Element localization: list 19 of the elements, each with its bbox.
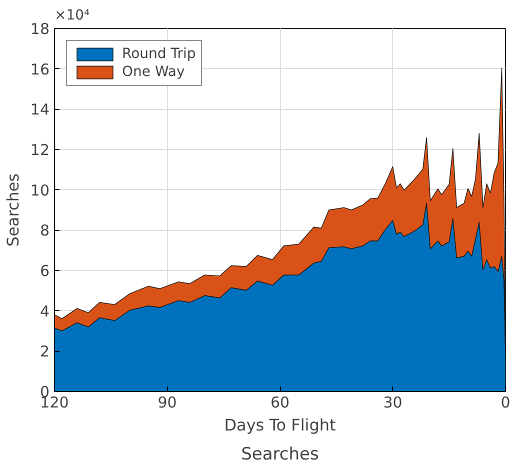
x-tick-label: 90 — [158, 394, 177, 412]
y-tick-label: 12 — [30, 141, 50, 159]
x-axis-title: Days To Flight — [224, 416, 336, 434]
y-tick-label: 18 — [30, 20, 50, 38]
y-tick-label: 10 — [30, 181, 50, 200]
x-tick-label: 60 — [270, 394, 290, 412]
x-tick-label: 30 — [383, 394, 402, 412]
y-tick-label: 16 — [30, 60, 50, 78]
legend-label: Round Trip — [122, 46, 196, 62]
legend-label: One Way — [122, 64, 185, 80]
x-tick-label: 0 — [500, 394, 510, 412]
y-tick-label: 2 — [40, 342, 50, 361]
y-tick-label: 8 — [40, 222, 50, 240]
y-axis-title: Searches — [3, 173, 22, 247]
text: Searches — [241, 444, 320, 464]
text: ×10⁴ — [54, 8, 90, 24]
y-tick-label: 4 — [40, 302, 50, 320]
y-tick-label: 14 — [30, 100, 50, 119]
y-tick-label: 6 — [40, 262, 50, 280]
